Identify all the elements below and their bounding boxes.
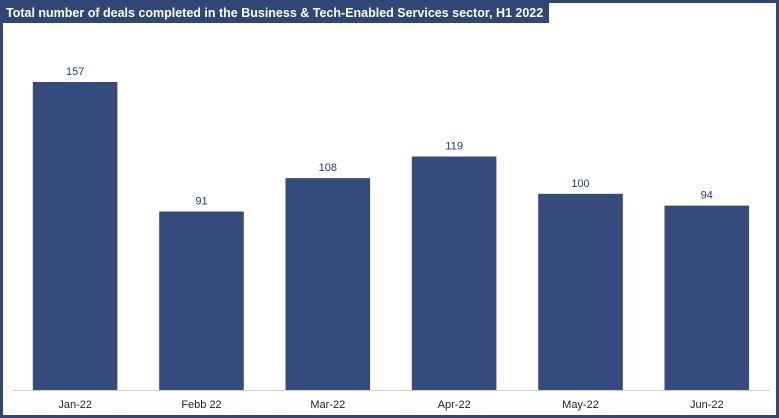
x-tick-label: Apr-22 bbox=[438, 399, 471, 411]
data-label: 108 bbox=[319, 162, 337, 174]
data-label: 100 bbox=[571, 178, 589, 190]
x-tick-label: May-22 bbox=[562, 399, 599, 411]
bar-may-22 bbox=[538, 193, 623, 390]
bar-febb-22 bbox=[159, 211, 244, 390]
x-tick-label: Jan-22 bbox=[58, 399, 92, 411]
bar-apr-22 bbox=[411, 156, 497, 390]
data-label: 94 bbox=[701, 190, 713, 202]
x-tick-label: Jun-22 bbox=[690, 399, 724, 411]
data-label: 157 bbox=[66, 66, 84, 78]
data-label: 119 bbox=[445, 141, 463, 153]
x-tick-label: Febb 22 bbox=[181, 399, 221, 411]
data-label: 91 bbox=[195, 196, 207, 208]
bar-jun-22 bbox=[664, 205, 750, 390]
bar-mar-22 bbox=[285, 178, 371, 390]
x-tick-label: Mar-22 bbox=[310, 399, 345, 411]
labels-group: 157 Jan-22 91 Febb 22 108 Mar-22 119 Apr-22 100 M… bbox=[58, 66, 723, 411]
chart-title: Total number of deals completed in the B… bbox=[3, 3, 550, 23]
bar-jan-22 bbox=[32, 82, 118, 390]
bars-group bbox=[32, 82, 750, 390]
